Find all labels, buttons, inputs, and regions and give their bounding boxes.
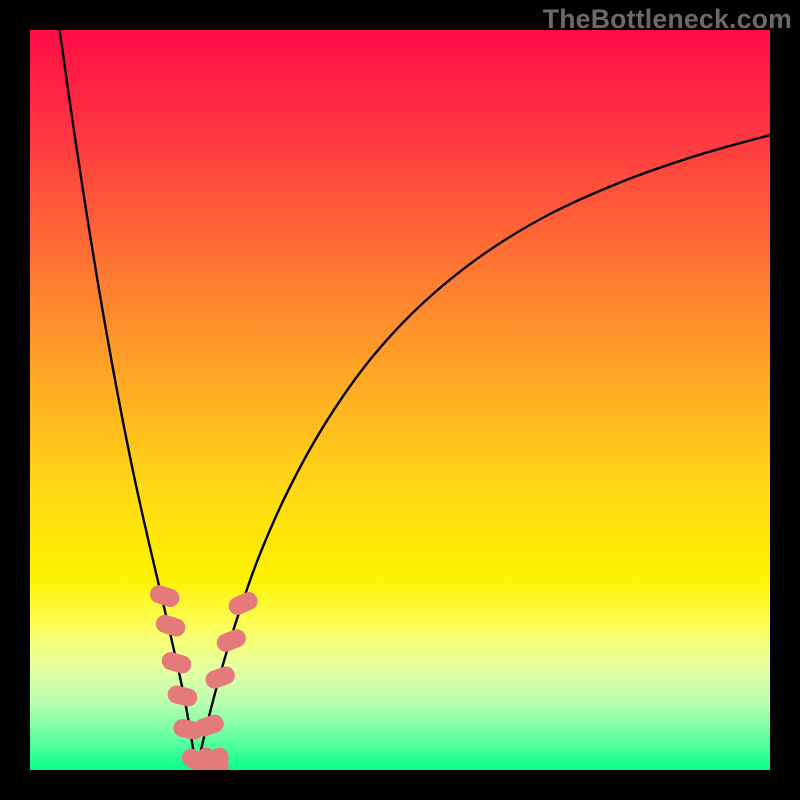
chart-frame: TheBottleneck.com [0,0,800,800]
watermark-text: TheBottleneck.com [543,4,792,35]
data-marker [210,748,228,770]
bottleneck-chart [30,30,770,770]
gradient-background [30,30,770,770]
plot-area [30,30,770,770]
